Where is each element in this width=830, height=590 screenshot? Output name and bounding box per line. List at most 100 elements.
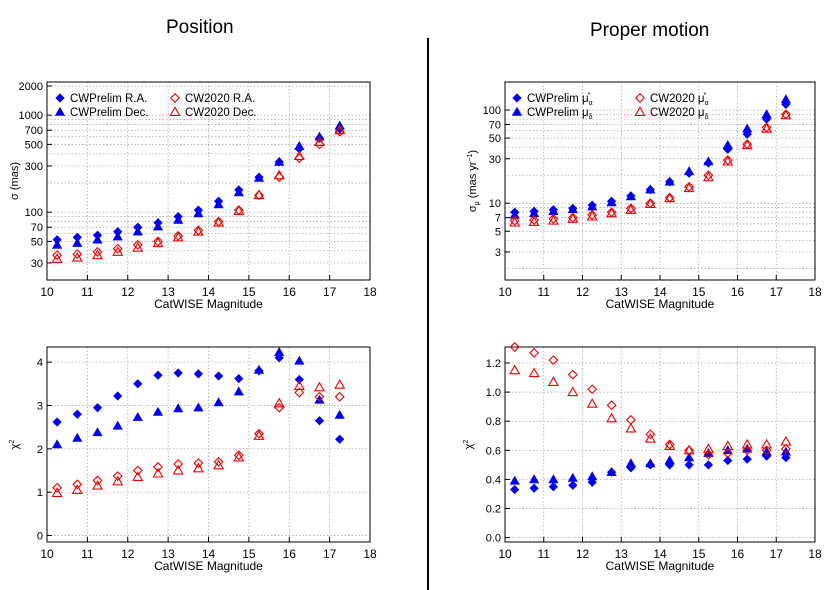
series-cw2020-dec- — [51, 378, 346, 498]
data-point — [761, 445, 772, 456]
data-point — [314, 416, 325, 426]
data-point — [153, 462, 163, 472]
data-point — [172, 231, 184, 242]
legend-marker — [55, 93, 65, 103]
data-point — [606, 207, 618, 218]
data-point — [761, 438, 773, 449]
x-tick-label: 14 — [202, 547, 216, 561]
data-point — [274, 346, 285, 356]
data-point — [92, 403, 103, 413]
x-tick-label: 13 — [615, 285, 629, 299]
data-point — [52, 250, 63, 261]
data-point — [587, 471, 598, 481]
data-point — [172, 464, 184, 475]
data-point — [780, 435, 792, 446]
data-point — [72, 237, 83, 247]
data-point — [71, 251, 83, 262]
data-point — [644, 432, 656, 443]
series-cw2020- — [509, 109, 792, 227]
y-tick-label: 0.6 — [486, 445, 501, 457]
data-point — [547, 376, 559, 386]
data-point — [509, 216, 521, 227]
data-point — [193, 208, 204, 218]
data-point — [509, 475, 520, 485]
data-point — [702, 443, 714, 453]
y-tick-label: 50 — [489, 133, 501, 145]
data-point — [173, 368, 183, 378]
y-tick-label: 4 — [37, 357, 43, 369]
data-point — [334, 409, 345, 419]
series-cwprelim-dec- — [51, 120, 345, 249]
data-point — [72, 409, 82, 419]
data-point — [112, 231, 123, 241]
y-tick-label: 0.4 — [486, 474, 501, 486]
y-tick-label: 0 — [37, 531, 43, 543]
y-axis-label: σ (mas) — [9, 162, 21, 200]
data-point — [152, 237, 164, 248]
data-point — [173, 459, 184, 469]
data-point — [703, 460, 714, 470]
x-tick-label: 16 — [731, 547, 745, 561]
data-point — [152, 467, 164, 478]
series-cwprelim-r-a- — [52, 353, 345, 444]
data-point — [683, 182, 695, 193]
y-axis-label: χ2​ — [9, 440, 21, 450]
data-point — [253, 430, 265, 440]
data-point — [683, 166, 695, 176]
y-axis-label: χ2​ — [463, 440, 475, 450]
data-point — [606, 412, 618, 423]
data-point — [547, 214, 559, 225]
data-point — [509, 342, 520, 352]
y-tick-label: 50 — [31, 236, 43, 248]
data-point — [722, 155, 733, 166]
x-axis-label: CatWISE Magnitude — [154, 297, 263, 311]
x-tick-label: 18 — [808, 547, 822, 561]
data-point — [741, 438, 753, 449]
y-tick-label: 5 — [495, 226, 501, 238]
data-point — [91, 249, 104, 260]
data-point — [133, 379, 143, 389]
data-point — [193, 402, 204, 412]
data-point — [52, 417, 62, 427]
series-cwprelim- — [509, 94, 792, 219]
data-point — [548, 355, 559, 366]
data-point — [587, 384, 598, 395]
x-tick-label: 15 — [242, 547, 256, 561]
data-point — [606, 466, 617, 476]
x-tick-label: 14 — [653, 285, 667, 299]
legend-label: CW2020 Dec. — [185, 107, 257, 119]
data-point — [92, 427, 103, 437]
x-tick-label: 15 — [242, 285, 256, 299]
y-tick-label: 7 — [495, 213, 501, 225]
y-tick-label: 3 — [37, 401, 43, 413]
y-tick-label: 1.0 — [486, 387, 501, 399]
data-point — [664, 176, 675, 186]
data-point — [664, 440, 676, 450]
data-point — [528, 216, 540, 226]
data-point — [112, 475, 124, 486]
data-point — [274, 156, 285, 166]
data-point — [761, 122, 773, 133]
y-tick-label: 700 — [25, 125, 43, 137]
legend-label: CWPrelim μδ — [527, 107, 593, 121]
data-point — [132, 471, 144, 481]
y-tick-label: 300 — [25, 161, 43, 173]
legend-marker — [635, 93, 645, 103]
data-point — [567, 213, 579, 223]
data-point — [645, 458, 656, 468]
data-point — [586, 210, 598, 221]
x-tick-label: 10 — [498, 285, 512, 299]
chart-pm-chi2: 10 11 12 13 14 15 16 17 18 0.0 0.2 0.4 0.6 0.8 1.0 1.2 C… — [463, 342, 822, 573]
data-point — [528, 367, 540, 378]
data-point — [703, 170, 714, 181]
data-point — [313, 381, 326, 392]
data-point — [132, 239, 143, 250]
data-point — [606, 197, 617, 207]
data-point — [294, 140, 305, 150]
data-point — [233, 450, 244, 461]
data-point — [192, 225, 204, 236]
legend-label: CWPrelim Dec. — [70, 107, 149, 119]
data-point — [152, 221, 164, 231]
y-tick-label: 10 — [489, 198, 501, 210]
